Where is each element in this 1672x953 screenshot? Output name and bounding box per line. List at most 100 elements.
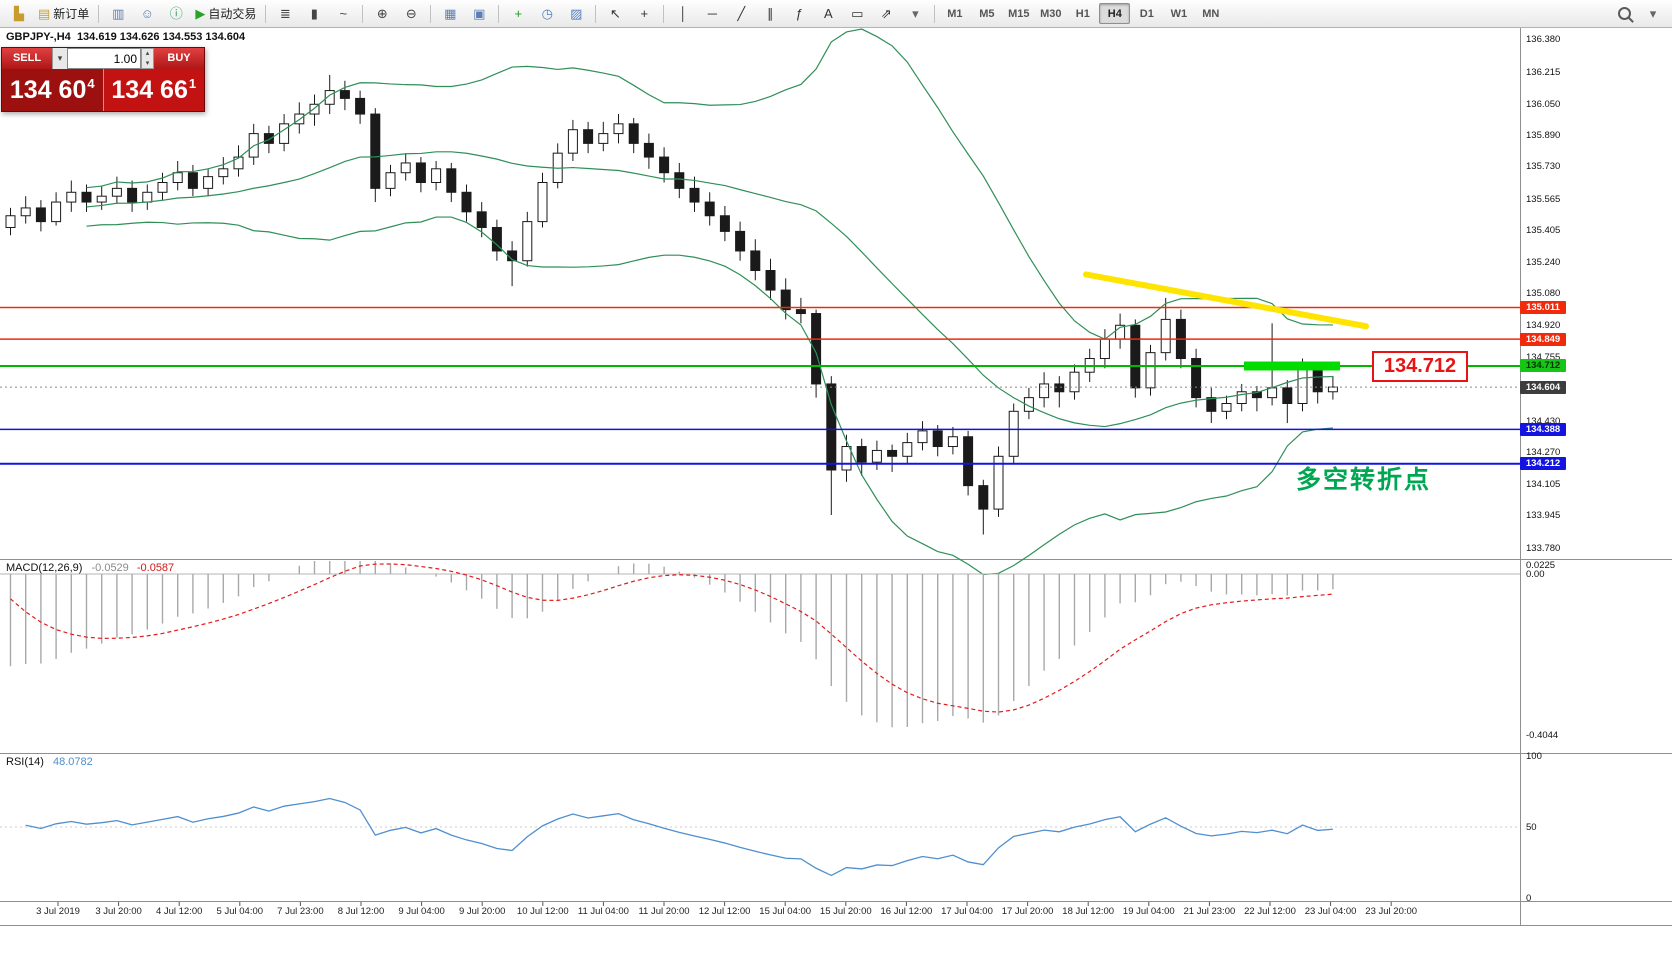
trendline-button[interactable]: ╱ [727,2,755,26]
search-icon[interactable] [1610,2,1638,26]
zoom-in-button[interactable]: ⊕ [368,2,396,26]
timeframe-m5[interactable]: M5 [979,7,995,20]
macd-name: MACD(12,26,9) [6,562,83,574]
label-button[interactable]: ▭ [843,2,871,26]
candle-body [1236,391,1247,404]
rsi-value: 48.0782 [52,756,93,768]
volume-input[interactable] [67,48,141,69]
price-scale-label: 136.050 [1526,98,1561,110]
candle-body [1312,367,1323,393]
date-label: 16 Jul 12:00 [880,906,933,917]
symbol-title: GBPJPY-,H4 [6,31,71,43]
volume-dropdown-icon[interactable]: ▾ [52,48,67,69]
timeframe-mn[interactable]: MN [1202,7,1220,20]
candle-body [446,168,457,193]
arrows-button[interactable]: ⇗ [872,2,900,26]
search-dropdown-glyph: ▾ [1649,6,1657,21]
timeframe-d1[interactable]: D1 [1139,7,1154,20]
tile-windows-icon[interactable]: ▦ [436,2,464,26]
profiles-icon[interactable]: ☺ [133,2,161,26]
cursor-button[interactable]: ↖ [601,2,629,26]
line-chart-icon-glyph: ~ [339,6,348,21]
buy-button[interactable]: BUY [154,48,204,69]
candle-body [1160,318,1171,354]
toolbar-separator [265,4,267,23]
timeframe-w1[interactable]: W1 [1170,7,1188,20]
bar-chart-icon[interactable]: ≣ [271,2,299,26]
volume-stepper[interactable]: ▴ ▾ [141,48,154,69]
sell-price[interactable]: 134 60 4 [2,69,104,111]
timeframe-h1[interactable]: H1 [1075,7,1090,20]
date-label: 15 Jul 04:00 [759,906,812,917]
candlestick-chart-icon[interactable]: ▮ [300,2,328,26]
price-scale-label: 135.890 [1526,130,1561,142]
candle-body [203,176,214,189]
line-chart-icon[interactable]: ~ [329,2,357,26]
price-scale-label: 136.380 [1526,34,1561,46]
candle-body [491,226,502,252]
candle-body [871,449,882,463]
candle-body [324,90,335,105]
crosshair-button[interactable]: + [630,2,658,26]
autotrading-button-glyph: ▶ [195,6,206,21]
templates-button[interactable]: ▨ [562,2,590,26]
zoom-out-button[interactable]: ⊖ [397,2,425,26]
indicators-button[interactable]: + [504,2,532,26]
fibonacci-button[interactable]: ƒ [785,2,813,26]
candle-body [947,436,958,448]
chart-window-icon-glyph: ▥ [112,6,125,21]
autotrading-button[interactable]: ▶ 自动交易 [191,2,260,26]
candle-body [1297,367,1308,404]
candle-body [1008,410,1019,457]
candle-body [902,442,913,457]
candle-body [856,446,867,463]
channel-button[interactable]: ∥ [756,2,784,26]
candle-body [187,172,198,189]
periods-button-glyph: ◷ [541,6,553,21]
bid-price-tag: 134.604 [1520,380,1566,394]
candle-body [704,201,715,217]
volume-up-icon[interactable]: ▴ [145,50,150,57]
timeframe-m15[interactable]: M15 [1008,7,1030,20]
rsi-name: RSI(14) [6,756,44,768]
candle-body [127,187,138,203]
arrange-windows-icon[interactable]: ▣ [465,2,493,26]
date-label: 5 Jul 04:00 [216,906,264,917]
price-scale-label: 134.105 [1526,479,1561,491]
buy-price[interactable]: 134 66 1 [103,69,204,111]
price-tag: 134.212 [1520,457,1566,471]
candle-body [1099,338,1110,360]
text-button[interactable]: A [814,2,842,26]
toolbar-separator [663,4,665,23]
search-dropdown[interactable]: ▾ [1639,2,1667,26]
price-scale-label: 134.920 [1526,319,1561,331]
candle-body [172,172,183,184]
candle-body [780,289,791,311]
candle-body [963,436,974,487]
candle-body [1039,383,1050,399]
chart-window-icon[interactable]: ▥ [104,2,132,26]
candle-body [978,485,989,510]
timeframe-m30[interactable]: M30 [1040,7,1062,20]
timeframe-m1[interactable]: M1 [947,7,963,20]
tile-windows-icon-glyph: ▦ [444,6,457,21]
candle-body [1206,397,1217,412]
timeframe-buttons: M1 M5 M15 M30 H1 H4 D1 W1 MN [939,3,1226,24]
new-order-button[interactable]: ▤ 新订单 [34,2,93,26]
candle-body [218,168,229,178]
periods-button[interactable]: ◷ [533,2,561,26]
vertical-line-button[interactable]: │ [669,2,697,26]
horizontal-line-button[interactable]: ─ [698,2,726,26]
candle-body [111,187,122,197]
timeframe-h4[interactable]: H4 [1099,3,1131,24]
candle-body [370,113,381,189]
zoom-out-button-glyph: ⊖ [405,6,417,21]
arrows-dropdown-glyph: ▾ [912,6,919,21]
candle-body [81,191,92,203]
arrows-dropdown[interactable]: ▾ [901,2,929,26]
sell-button[interactable]: SELL [2,48,52,69]
data-window-icon[interactable]: ⓘ [162,2,190,26]
volume-down-icon[interactable]: ▾ [145,59,150,67]
